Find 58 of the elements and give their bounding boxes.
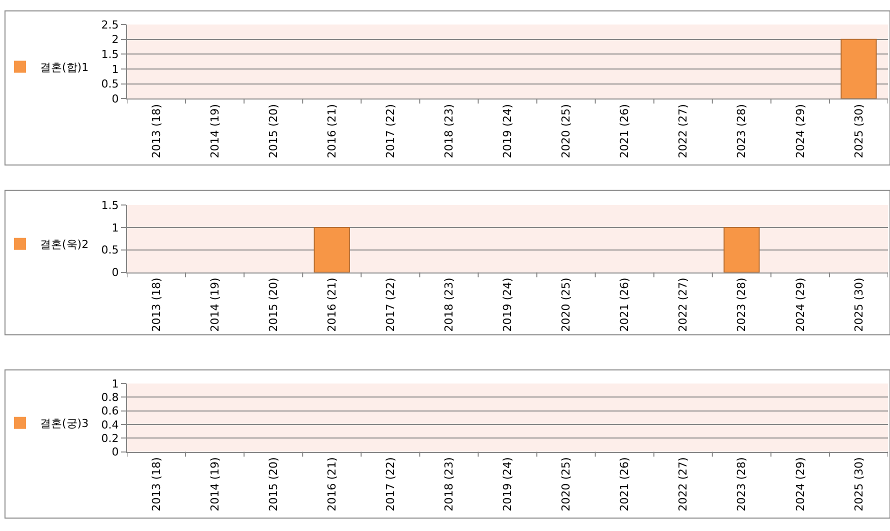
y-tick-label: 0 — [112, 446, 119, 459]
x-tick-label: 2022 (27) — [676, 278, 690, 332]
x-tick-label: 2014 (19) — [208, 104, 222, 158]
x-tick-label: 2023 (28) — [735, 104, 748, 158]
x-tick-label: 2022 (27) — [676, 457, 690, 512]
x-tick-label: 2016 (21) — [325, 278, 338, 332]
x-tick-label: 2017 (22) — [384, 104, 397, 158]
x-tick-label: 2021 (26) — [618, 278, 632, 332]
x-tick-label: 2025 (30) — [852, 278, 866, 332]
legend-label: 결혼(궁)3 — [40, 417, 89, 430]
x-tick-label: 2023 (28) — [735, 278, 748, 332]
x-tick-label: 2013 (18) — [150, 457, 163, 512]
x-tick-label: 2015 (20) — [266, 278, 280, 332]
x-tick-label: 2024 (29) — [794, 457, 807, 512]
x-tick-label: 2014 (19) — [208, 278, 222, 332]
y-tick-label: 0.2 — [101, 432, 119, 446]
x-tick-label: 2013 (18) — [150, 278, 163, 332]
x-tick-label: 2019 (24) — [501, 278, 514, 332]
y-tick-label: 2.5 — [101, 18, 119, 32]
y-tick-label: 0.6 — [101, 404, 119, 418]
x-tick-label: 2020 (25) — [560, 104, 573, 158]
y-tick-label: 0 — [112, 266, 119, 280]
x-tick-label: 2016 (21) — [325, 457, 338, 512]
y-tick-label: 1 — [112, 62, 119, 76]
y-tick-label: 0.5 — [101, 244, 119, 257]
x-tick-label: 2021 (26) — [618, 104, 632, 158]
x-tick-label: 2024 (29) — [794, 104, 807, 158]
x-tick-label: 2020 (25) — [560, 278, 573, 332]
y-tick-label: 0 — [112, 92, 119, 106]
x-tick-label: 2017 (22) — [384, 457, 397, 512]
x-tick-label: 2018 (23) — [442, 457, 456, 512]
y-tick-label: 1 — [112, 221, 119, 234]
x-tick-label: 2018 (23) — [442, 104, 456, 158]
x-tick-label: 2023 (28) — [735, 457, 748, 512]
y-tick-label: 2 — [112, 33, 119, 46]
x-tick-label: 2018 (23) — [442, 278, 456, 332]
y-tick-label: 1 — [112, 377, 119, 390]
y-tick-label: 1.5 — [101, 198, 119, 212]
y-tick-label: 0.4 — [101, 418, 119, 432]
text: 결혼(욱)2 — [40, 238, 89, 252]
y-tick-label: 0.8 — [101, 391, 119, 404]
x-tick-label: 2015 (20) — [266, 104, 280, 158]
x-tick-label: 2022 (27) — [676, 104, 690, 158]
x-tick-label: 2014 (19) — [208, 457, 222, 512]
x-tick-label: 2020 (25) — [560, 457, 573, 512]
x-tick-label: 2017 (22) — [384, 278, 397, 332]
legend-label: 결혼(합)1 — [40, 61, 89, 74]
x-tick-label: 2025 (30) — [852, 104, 866, 158]
y-tick-label: 0.5 — [101, 78, 119, 91]
x-tick-label: 2021 (26) — [618, 457, 632, 512]
x-tick-label: 2024 (29) — [794, 278, 807, 332]
x-tick-label: 2015 (20) — [266, 457, 280, 512]
x-tick-label: 2016 (21) — [325, 104, 338, 158]
x-tick-label: 2019 (24) — [501, 104, 514, 158]
x-tick-label: 2019 (24) — [501, 457, 514, 512]
x-tick-label: 2013 (18) — [150, 104, 163, 158]
y-tick-label: 1.5 — [101, 48, 119, 62]
x-tick-label: 2025 (30) — [852, 457, 866, 512]
